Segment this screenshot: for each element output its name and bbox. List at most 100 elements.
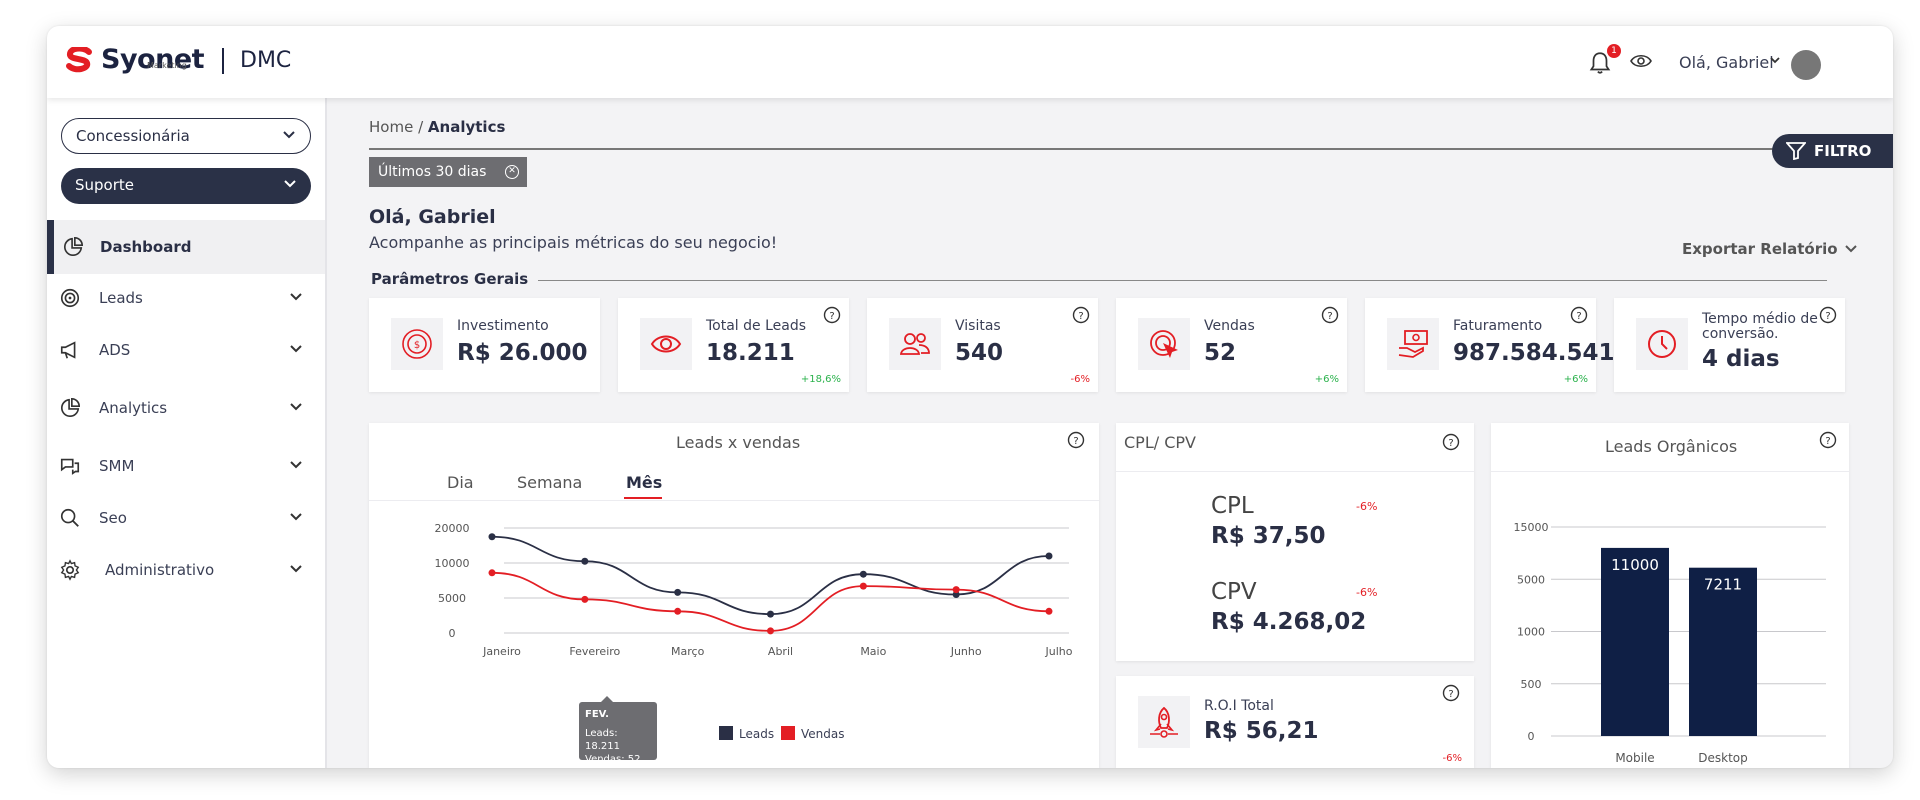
megaphone-icon (60, 341, 76, 359)
kpi-label: Vendas (1204, 318, 1255, 334)
data-point (859, 582, 867, 590)
sidebar-item-dashboard[interactable]: Dashboard (47, 220, 325, 274)
divider (369, 148, 1829, 150)
sidebar-item-label: ADS (99, 341, 131, 359)
help-icon[interactable]: ? (1819, 431, 1837, 449)
target-icon (60, 288, 80, 308)
series-line-vendas (491, 571, 1050, 632)
filter-chip: Últimos 30 dias ✕ (369, 157, 527, 187)
data-point (488, 569, 496, 577)
x-tick-label: Janeiro (482, 645, 521, 658)
funnel-icon (1786, 142, 1806, 160)
close-icon[interactable]: ✕ (505, 165, 519, 179)
x-tick-label: Junho (950, 645, 982, 658)
kpi-delta: +18,6% (800, 374, 841, 385)
help-icon[interactable]: ? (1321, 306, 1339, 324)
clock-icon (1648, 330, 1676, 358)
chevron-down-icon (290, 513, 302, 521)
period-tabs: Dia Semana Mês (369, 453, 1099, 501)
data-point (674, 588, 682, 596)
tooltip-title: FEV. (585, 709, 609, 720)
kpi-label: Visitas (955, 318, 1001, 334)
tooltip-leads: Leads: 18.211 (585, 728, 620, 752)
bar-mobile (1601, 547, 1669, 736)
kpi-value: 540 (955, 340, 1004, 366)
roi-label: R.O.I Total (1204, 698, 1274, 714)
kpi-delta: -6% (1070, 374, 1090, 385)
kpi-card-vendas: Vendas 52 ? +6% (1116, 298, 1347, 392)
top-bar: Syonet Marketing DMC 1 Olá, Gabriel (47, 26, 1893, 98)
sidebar: Concessionária Suporte Dashboard Leads A… (47, 98, 327, 768)
kpi-label: Total de Leads (706, 318, 807, 334)
app-window: Syonet Marketing DMC 1 Olá, Gabriel Conc… (47, 26, 1893, 768)
roi-panel: R.O.I Total R$ 56,21 ? -6% (1116, 676, 1474, 768)
help-icon[interactable]: ? (823, 306, 841, 324)
breadcrumb: Home / Analytics (369, 118, 505, 136)
bar-value-label: 11000 (1611, 556, 1659, 574)
tab-semana[interactable]: Semana (517, 473, 583, 492)
chevron-down-icon (290, 461, 302, 469)
y-tick-label: 15000 (1514, 521, 1549, 534)
sidebar-item-label: Seo (99, 509, 127, 527)
tab-mes[interactable]: Mês (626, 473, 663, 492)
kpi-label: Investimento (457, 318, 549, 334)
help-icon[interactable]: ? (1442, 684, 1460, 702)
breadcrumb-home[interactable]: Home (369, 118, 414, 136)
export-report-label: Exportar Relatório (1682, 240, 1838, 258)
help-icon[interactable]: ? (1072, 306, 1090, 324)
help-icon[interactable]: ? (1067, 431, 1085, 449)
cpv-value: R$ 4.268,02 (1211, 609, 1367, 635)
svg-text:?: ? (1825, 436, 1830, 447)
bar-desktop (1689, 567, 1757, 736)
kpi-card-investimento: $ Investimento R$ 26.000 (369, 298, 600, 392)
export-report-button[interactable]: Exportar Relatório (1682, 240, 1857, 258)
logo-subtitle: Marketing (147, 61, 187, 70)
sidebar-item-label: SMM (99, 457, 135, 475)
sidebar-item-ads[interactable]: ADS (47, 328, 325, 372)
legend-swatch (719, 726, 733, 740)
sidebar-item-analytics[interactable]: Analytics (47, 386, 325, 430)
legend-label: Vendas (801, 727, 845, 741)
svg-text:?: ? (1448, 438, 1453, 449)
bell-icon[interactable] (1587, 50, 1613, 76)
tab-dia[interactable]: Dia (447, 473, 474, 492)
filter-button[interactable]: FILTRO (1772, 134, 1893, 168)
kpi-delta: +6% (1563, 374, 1588, 385)
help-icon[interactable]: ? (1570, 306, 1588, 324)
panel-title: CPL/ CPV (1124, 433, 1196, 452)
help-icon[interactable]: ? (1819, 306, 1837, 324)
kpi-value: 18.211 (706, 340, 795, 366)
data-point (488, 533, 496, 541)
section-title: Parâmetros Gerais (371, 270, 539, 288)
search-icon (60, 508, 79, 527)
data-point (581, 595, 589, 603)
sidebar-item-leads[interactable]: Leads (47, 276, 325, 320)
svg-text:?: ? (829, 311, 834, 322)
tooltip-vendas: Vendas: 52 (585, 754, 641, 765)
chevron-down-icon (284, 180, 296, 188)
sidebar-item-administrativo[interactable]: Administrativo (47, 548, 325, 592)
welcome-subtitle: Acompanhe as principais métricas do seu … (369, 233, 778, 252)
kpi-card-visitas: Visitas 540 ? -6% (867, 298, 1098, 392)
svg-text:?: ? (1327, 311, 1332, 322)
kpi-label: Tempo médio de conversão. (1702, 311, 1818, 342)
y-tick-label: 0 (449, 627, 456, 640)
help-icon[interactable]: ? (1442, 433, 1460, 451)
y-tick-label: 20000 (435, 522, 470, 535)
divider (1491, 471, 1849, 472)
panel-title: Leads Orgânicos (1605, 437, 1738, 456)
chat-bubbles-icon (60, 458, 80, 475)
eye-icon[interactable] (1630, 53, 1652, 69)
svg-text:$: $ (414, 340, 420, 351)
x-tick-label: Mobile (1615, 751, 1654, 765)
logo[interactable]: Syonet (65, 44, 205, 75)
sidebar-item-smm[interactable]: SMM (47, 444, 325, 488)
sidebar-item-seo[interactable]: Seo (47, 496, 325, 540)
svg-text:?: ? (1576, 311, 1581, 322)
support-select[interactable]: Suporte (61, 168, 311, 204)
dealership-select[interactable]: Concessionária (61, 118, 311, 154)
user-greeting[interactable]: Olá, Gabriel (1679, 53, 1774, 72)
filter-button-label: FILTRO (1814, 142, 1872, 160)
avatar[interactable] (1791, 50, 1821, 80)
chevron-down-icon[interactable] (1769, 55, 1781, 65)
